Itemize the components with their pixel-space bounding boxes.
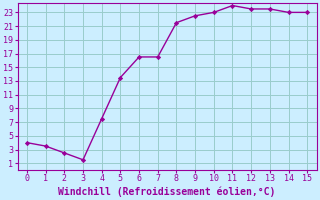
X-axis label: Windchill (Refroidissement éolien,°C): Windchill (Refroidissement éolien,°C) (58, 186, 276, 197)
